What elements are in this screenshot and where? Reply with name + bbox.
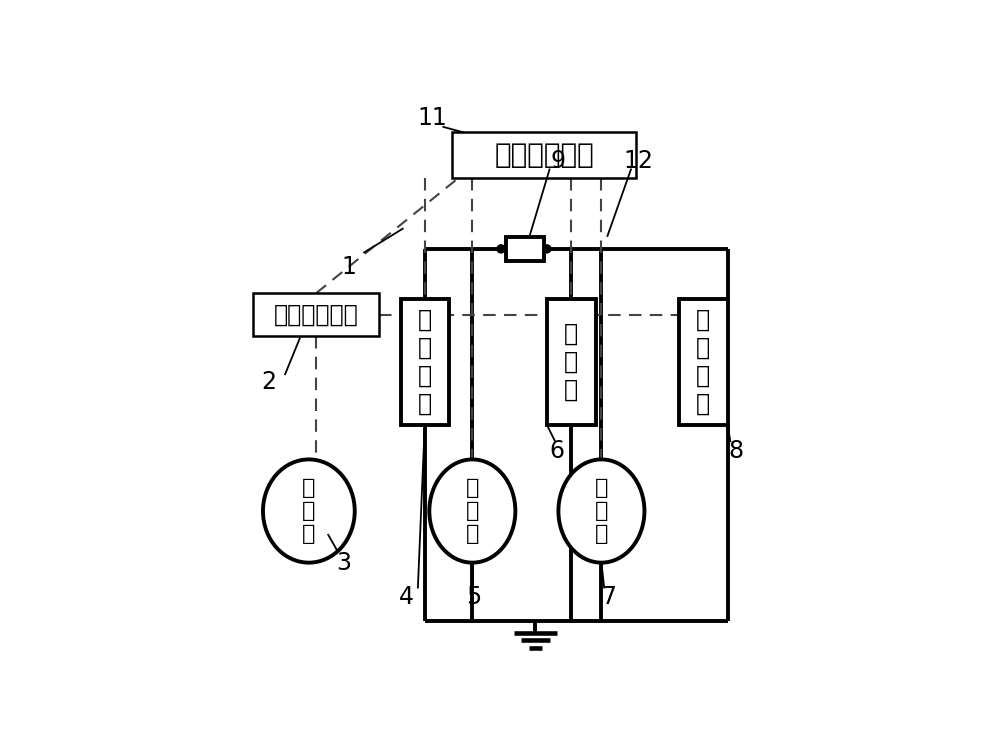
- Ellipse shape: [429, 460, 515, 562]
- Text: 2: 2: [261, 370, 276, 394]
- Text: 1: 1: [342, 256, 356, 279]
- Text: 3: 3: [336, 551, 351, 574]
- Circle shape: [497, 245, 505, 253]
- Bar: [401, 299, 449, 425]
- Text: 超
级
电
容: 超 级 电 容: [418, 308, 432, 416]
- Bar: [506, 237, 544, 261]
- Text: 用
电
负
载: 用 电 负 载: [696, 308, 710, 416]
- Text: 发
电
机: 发 电 机: [466, 478, 479, 545]
- Text: 发动机控制器: 发动机控制器: [274, 302, 359, 326]
- Bar: [547, 299, 596, 425]
- Text: 发
动
机: 发 动 机: [302, 478, 316, 545]
- Bar: [679, 299, 728, 425]
- Text: 7: 7: [601, 585, 616, 609]
- Text: 12: 12: [624, 149, 654, 173]
- Text: 8: 8: [729, 439, 744, 463]
- Text: 起
动
机: 起 动 机: [595, 478, 608, 545]
- Bar: [452, 133, 636, 178]
- Bar: [253, 293, 379, 336]
- Text: 4: 4: [399, 585, 414, 609]
- Text: 蓄
电
池: 蓄 电 池: [564, 322, 578, 402]
- Text: 6: 6: [549, 439, 564, 463]
- Text: 5: 5: [466, 585, 481, 609]
- Circle shape: [543, 245, 551, 253]
- Text: 电能控制单元: 电能控制单元: [494, 142, 594, 169]
- Ellipse shape: [263, 460, 355, 562]
- Text: 11: 11: [417, 106, 447, 130]
- Text: 9: 9: [551, 149, 566, 173]
- Ellipse shape: [558, 460, 644, 562]
